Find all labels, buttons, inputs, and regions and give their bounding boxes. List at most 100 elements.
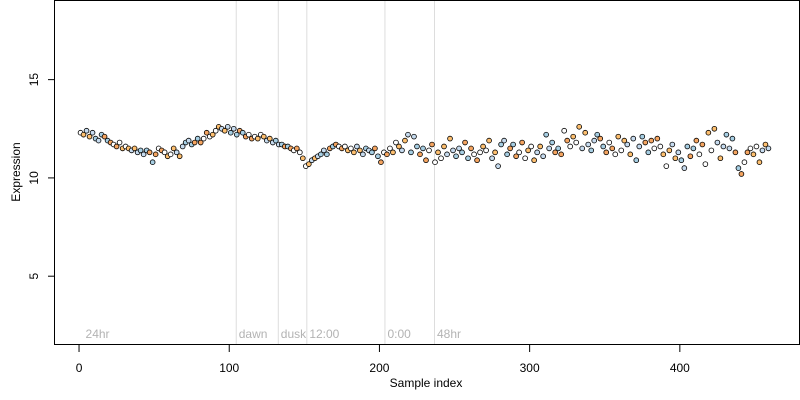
- data-point: [146, 149, 153, 156]
- data-point: [471, 151, 477, 158]
- x-tick-label: 300: [520, 361, 540, 375]
- data-point: [357, 147, 363, 154]
- data-point: [194, 135, 201, 142]
- data-point: [525, 147, 531, 154]
- data-point: [678, 157, 685, 164]
- data-point: [86, 133, 93, 140]
- data-point: [639, 133, 646, 140]
- data-point: [233, 131, 240, 138]
- data-point: [176, 153, 183, 160]
- data-point: [510, 141, 516, 148]
- data-point: [582, 129, 589, 136]
- data-point: [492, 149, 498, 156]
- data-point: [588, 147, 595, 154]
- data-point: [480, 143, 486, 150]
- data-point: [720, 143, 727, 150]
- data-point: [402, 137, 408, 144]
- data-point: [306, 161, 312, 167]
- data-point: [375, 153, 381, 160]
- data-point: [101, 133, 108, 140]
- data-point: [528, 143, 534, 150]
- data-point: [426, 147, 432, 154]
- data-point: [348, 145, 354, 152]
- data-point: [80, 131, 87, 138]
- data-point: [648, 137, 655, 144]
- data-point: [714, 139, 721, 146]
- annotation-label: dusk: [281, 327, 307, 341]
- data-point: [612, 151, 619, 158]
- data-point: [266, 135, 273, 142]
- data-point: [762, 141, 769, 148]
- data-point: [429, 141, 435, 148]
- data-point: [633, 157, 640, 164]
- data-point: [360, 151, 366, 158]
- data-point: [384, 151, 390, 158]
- annotation-label: 24hr: [86, 327, 110, 341]
- data-point: [540, 153, 546, 160]
- data-point: [321, 147, 327, 154]
- data-point: [245, 131, 252, 138]
- data-point: [732, 149, 739, 156]
- data-point: [498, 141, 504, 148]
- x-tick-label: 400: [670, 361, 690, 375]
- data-point: [152, 151, 159, 158]
- data-point: [297, 149, 303, 156]
- data-point: [537, 143, 543, 150]
- data-point: [594, 131, 601, 138]
- data-point: [654, 135, 661, 142]
- data-point: [723, 131, 730, 138]
- data-point: [342, 143, 348, 150]
- data-point: [546, 145, 552, 152]
- data-point: [699, 141, 706, 148]
- data-point: [519, 139, 525, 146]
- data-point: [534, 149, 540, 156]
- data-point: [459, 149, 465, 156]
- data-point: [501, 137, 507, 144]
- data-point: [393, 139, 399, 146]
- data-point: [378, 159, 384, 165]
- data-point: [696, 151, 703, 158]
- data-point: [95, 137, 102, 144]
- data-point: [741, 159, 748, 165]
- data-point: [417, 151, 423, 158]
- data-point: [750, 151, 757, 158]
- data-point: [642, 139, 649, 146]
- data-point: [113, 143, 120, 150]
- data-point: [351, 149, 357, 156]
- data-point: [405, 131, 411, 138]
- x-tick-label: 100: [219, 361, 239, 375]
- data-point: [390, 149, 396, 156]
- data-point: [597, 135, 604, 142]
- data-point: [450, 147, 456, 154]
- data-point: [627, 151, 634, 158]
- data-point: [438, 155, 444, 162]
- data-point: [230, 125, 237, 132]
- data-point: [507, 145, 513, 152]
- data-point: [212, 127, 219, 134]
- annotation-label: 12:00: [309, 327, 339, 341]
- data-point: [669, 141, 676, 148]
- data-point: [591, 137, 598, 144]
- data-point: [744, 149, 751, 156]
- data-point: [651, 145, 658, 152]
- data-point: [549, 139, 555, 146]
- data-point: [606, 139, 613, 146]
- data-point: [522, 155, 528, 162]
- data-point: [489, 155, 495, 162]
- data-point: [396, 143, 402, 150]
- data-point: [717, 155, 724, 162]
- data-point: [624, 141, 631, 148]
- y-tick-label: 5: [27, 273, 41, 280]
- x-tick-label: 200: [369, 361, 389, 375]
- data-point: [663, 163, 670, 169]
- y-tick-label: 10: [27, 171, 41, 185]
- annotation-label: dawn: [239, 327, 268, 341]
- data-point: [765, 145, 772, 152]
- data-point: [161, 149, 168, 156]
- data-point: [576, 124, 583, 130]
- data-point: [681, 165, 688, 171]
- data-point: [735, 165, 742, 171]
- data-point: [191, 139, 198, 146]
- data-point: [684, 143, 691, 150]
- data-point: [272, 137, 279, 144]
